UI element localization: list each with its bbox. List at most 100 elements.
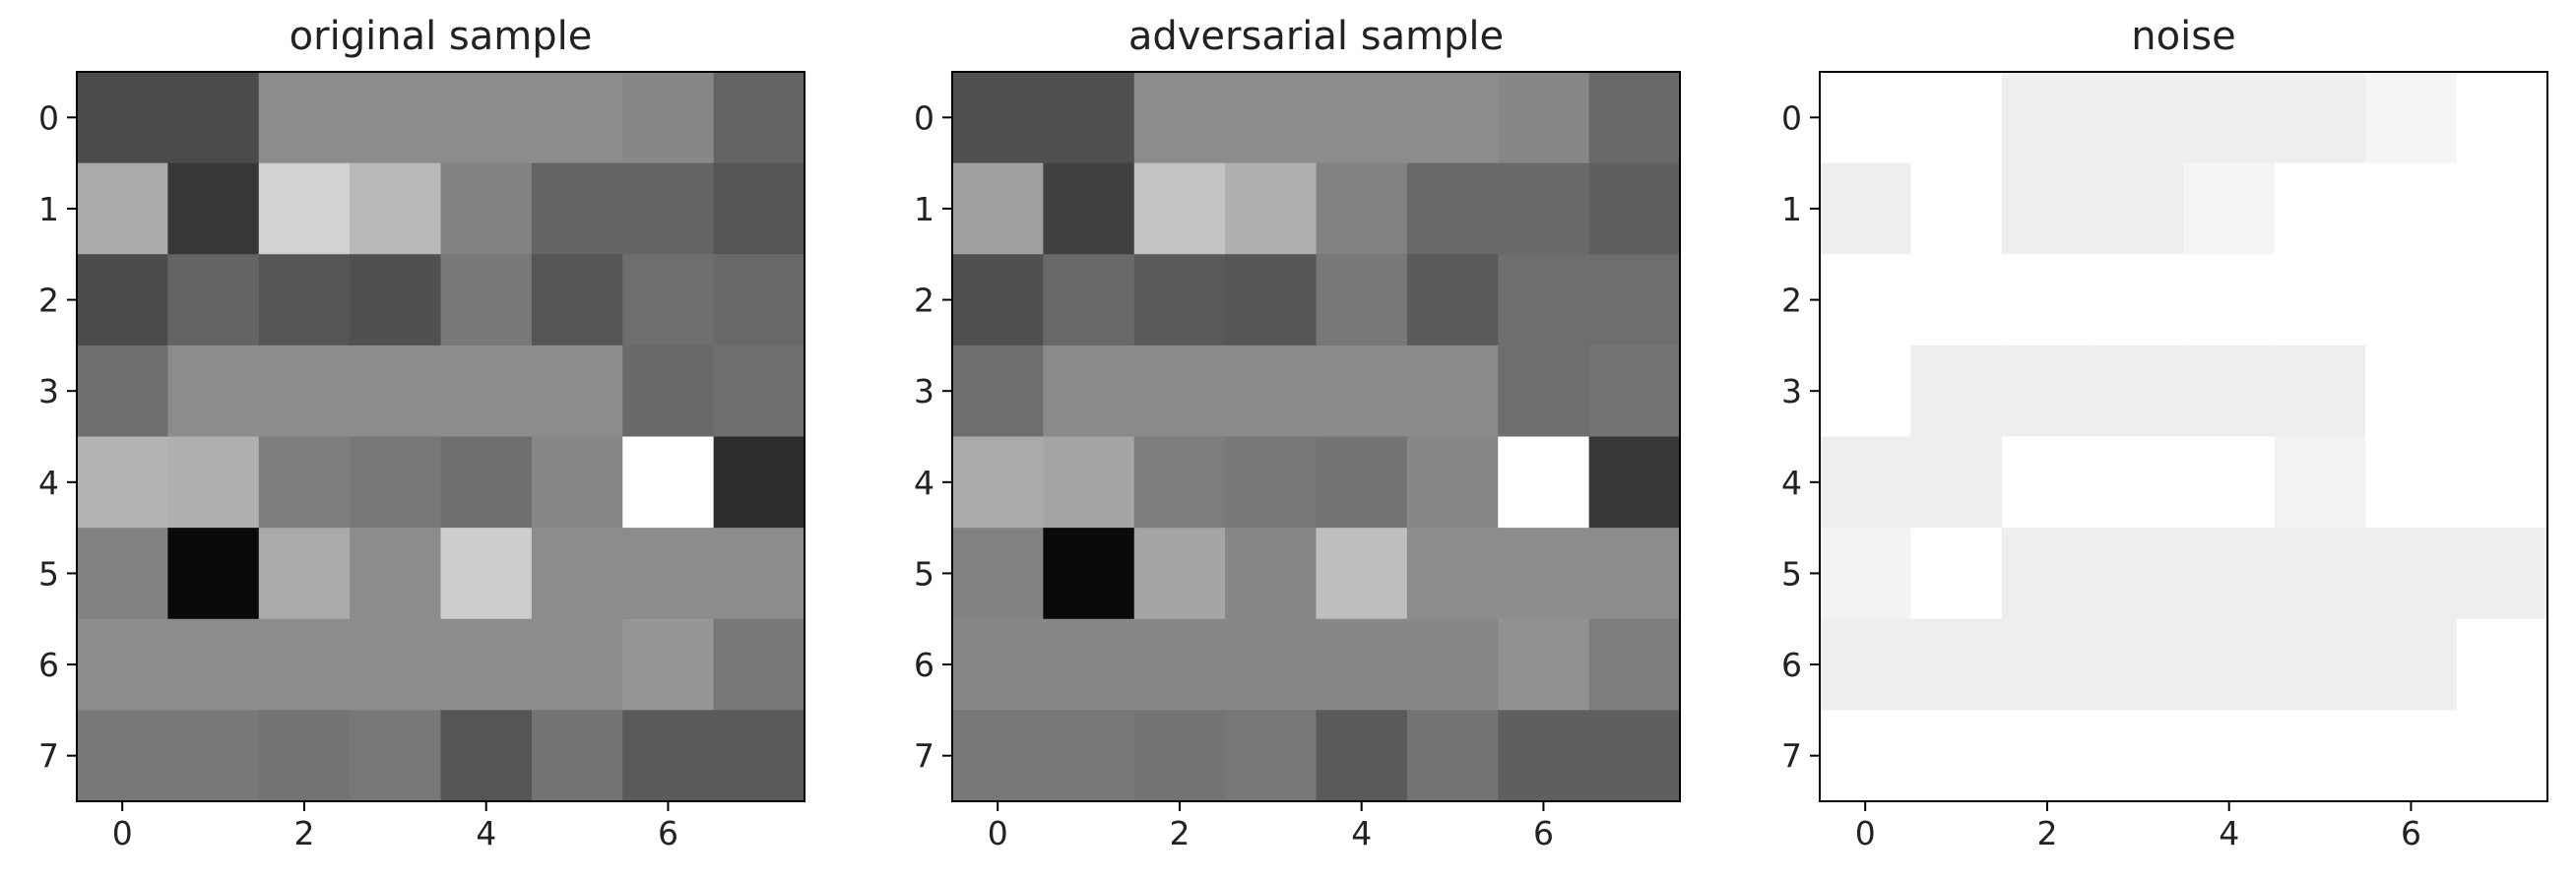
cell xyxy=(77,710,168,802)
cell xyxy=(2183,710,2276,802)
cell xyxy=(2093,345,2184,437)
cell xyxy=(1820,618,1911,711)
cell xyxy=(531,710,623,802)
cell xyxy=(2456,345,2548,437)
cell xyxy=(1910,710,2003,802)
cell xyxy=(2001,254,2093,346)
cell xyxy=(952,618,1044,711)
cell xyxy=(1316,72,1408,164)
heatmap-panel: original sample 0 2 4 6 0 1 2 3 4 5 6 7 xyxy=(38,14,805,852)
cell xyxy=(2456,436,2548,529)
cell xyxy=(2274,618,2366,711)
cell xyxy=(1406,254,1499,346)
cell xyxy=(1406,72,1499,164)
cell xyxy=(531,345,623,437)
cell xyxy=(2001,162,2093,255)
cell xyxy=(2456,710,2548,802)
y-tick-label: 6 xyxy=(914,646,934,684)
cell xyxy=(2274,345,2366,437)
cell xyxy=(1820,345,1911,437)
cell xyxy=(1588,618,1681,711)
cell xyxy=(440,528,533,620)
cell xyxy=(1910,345,2003,437)
x-tick-label: 0 xyxy=(112,814,133,852)
cell xyxy=(167,436,260,529)
cell xyxy=(622,345,715,437)
cell xyxy=(2093,710,2184,802)
cell xyxy=(167,618,260,711)
x-tick-label: 4 xyxy=(2219,814,2239,852)
cell xyxy=(2365,162,2458,255)
cell xyxy=(2456,528,2548,620)
cell xyxy=(952,72,1044,164)
cell xyxy=(350,345,441,437)
cell xyxy=(1498,254,1590,346)
cell xyxy=(1316,618,1408,711)
cell xyxy=(713,436,805,529)
cell xyxy=(713,710,805,802)
cell xyxy=(1225,162,1317,255)
cell xyxy=(1588,162,1681,255)
y-tick-label: 3 xyxy=(914,372,934,410)
cell xyxy=(258,710,351,802)
axes-frame xyxy=(1819,71,2548,802)
cell xyxy=(2365,710,2458,802)
cell xyxy=(440,162,533,255)
cell xyxy=(1820,528,1911,620)
cell xyxy=(1043,345,1135,437)
cell xyxy=(1498,618,1590,711)
y-tick-label: 4 xyxy=(38,464,59,502)
cell xyxy=(1498,528,1590,620)
cell xyxy=(350,528,441,620)
cell xyxy=(1043,162,1135,255)
cell xyxy=(952,345,1044,437)
axes-frame xyxy=(951,71,1681,802)
cell xyxy=(77,436,168,529)
cell xyxy=(2001,710,2093,802)
cell xyxy=(2274,436,2366,529)
cell xyxy=(2183,528,2276,620)
cell xyxy=(2183,618,2276,711)
cell xyxy=(1225,254,1317,346)
cell xyxy=(2365,345,2458,437)
cell xyxy=(1316,162,1408,255)
cell xyxy=(2001,618,2093,711)
cell xyxy=(622,618,715,711)
x-tick-label: 0 xyxy=(1855,814,1876,852)
y-tick-label: 3 xyxy=(38,372,59,410)
cell xyxy=(2183,254,2276,346)
x-tick-label: 4 xyxy=(1351,814,1372,852)
cell xyxy=(1133,710,1226,802)
x-tick-label: 2 xyxy=(2036,814,2057,852)
cell xyxy=(1588,254,1681,346)
cell xyxy=(350,710,441,802)
cell xyxy=(1406,528,1499,620)
cell xyxy=(2093,618,2184,711)
cell xyxy=(2365,254,2458,346)
panel-title: original sample xyxy=(290,14,593,59)
cell xyxy=(77,618,168,711)
cell xyxy=(167,162,260,255)
cell xyxy=(258,436,351,529)
cell xyxy=(440,72,533,164)
cell xyxy=(1498,436,1590,529)
cell xyxy=(2183,72,2276,164)
cell xyxy=(2001,436,2093,529)
cell xyxy=(440,345,533,437)
cell xyxy=(1225,72,1317,164)
cell xyxy=(2093,254,2184,346)
cell xyxy=(77,345,168,437)
y-tick-label: 2 xyxy=(38,282,59,320)
cell xyxy=(440,710,533,802)
cell xyxy=(2001,528,2093,620)
cell xyxy=(1225,436,1317,529)
cell xyxy=(258,72,351,164)
cell xyxy=(531,618,623,711)
cell xyxy=(350,162,441,255)
cell xyxy=(531,528,623,620)
cell xyxy=(2456,618,2548,711)
cell xyxy=(258,528,351,620)
cell xyxy=(1910,162,2003,255)
cell xyxy=(167,710,260,802)
